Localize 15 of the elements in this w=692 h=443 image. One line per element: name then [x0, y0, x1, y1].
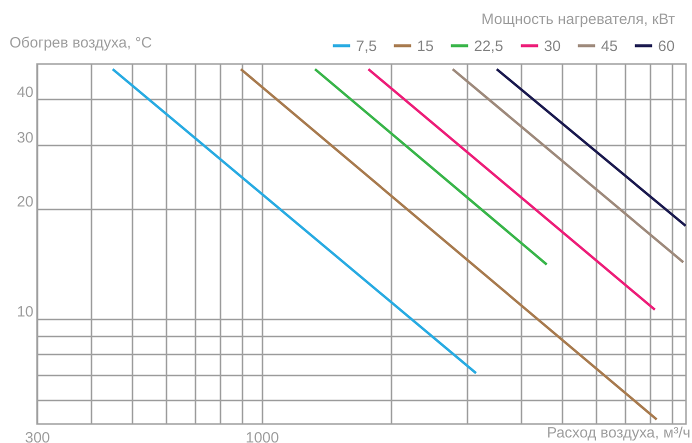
legend-label: 60	[658, 38, 675, 55]
x-tick-label: 1000	[246, 430, 279, 443]
legend-label: 7,5	[356, 38, 377, 55]
x-tick-label: 300	[24, 430, 50, 443]
legend-label: 22,5	[474, 38, 504, 55]
legend-label: 30	[544, 38, 561, 55]
y-axis-title: Обогрев воздуха, °С	[10, 34, 152, 52]
y-tick-label: 10	[16, 303, 34, 320]
y-tick-label: 30	[16, 129, 34, 146]
legend-title: Мощность нагревателя, кВт	[481, 11, 676, 28]
legend-label: 15	[417, 38, 434, 55]
x-axis-title: Расход воздуха, м³/ч	[546, 424, 690, 442]
y-tick-label: 40	[16, 84, 34, 101]
legend-label: 45	[601, 38, 618, 55]
y-tick-label: 20	[16, 194, 34, 211]
